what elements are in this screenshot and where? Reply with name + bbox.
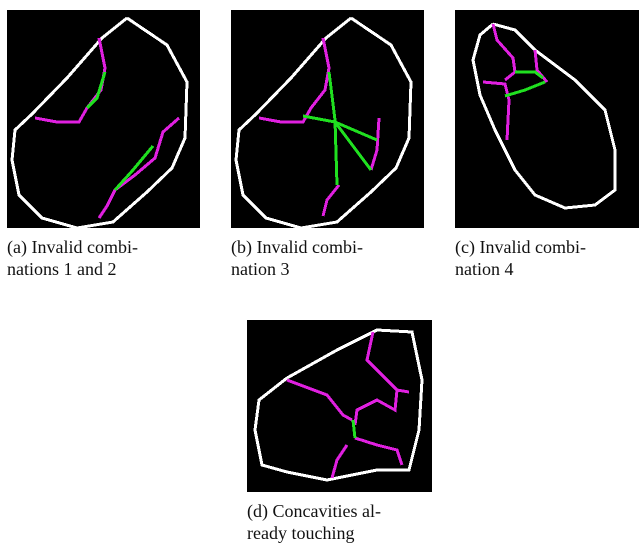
contour-line xyxy=(505,82,545,96)
contour-line xyxy=(353,420,355,438)
caption-line: nation 4 xyxy=(455,258,586,280)
subfigure-image xyxy=(7,10,200,228)
contour-line xyxy=(473,24,615,208)
contour-line xyxy=(259,38,329,122)
contour-line xyxy=(329,72,337,185)
caption-line: (c) Invalid combi- xyxy=(455,236,586,258)
caption: (a) Invalid combi- nations 1 and 2 xyxy=(7,236,138,280)
contour-line xyxy=(493,24,515,80)
subfigure-image xyxy=(247,320,432,492)
subfigure-image xyxy=(455,10,639,228)
contour-line xyxy=(287,380,352,420)
contour-line xyxy=(397,390,409,392)
caption-line: ready touching xyxy=(247,522,381,544)
contour-line xyxy=(115,146,153,190)
contour-line xyxy=(332,445,347,478)
caption: (b) Invalid combi- nation 3 xyxy=(231,236,363,280)
caption-line: (b) Invalid combi- xyxy=(231,236,363,258)
contour-line xyxy=(35,38,105,122)
caption-line: (d) Concavities al- xyxy=(247,500,381,522)
caption: (d) Concavities al- ready touching xyxy=(247,500,381,544)
contour-line xyxy=(355,332,397,425)
caption: (c) Invalid combi- nation 4 xyxy=(455,236,586,280)
caption-line: (a) Invalid combi- xyxy=(7,236,138,258)
contour-line xyxy=(99,118,179,218)
contour-line xyxy=(355,438,402,465)
caption-line: nations 1 and 2 xyxy=(7,258,138,280)
contour-line xyxy=(236,18,411,228)
subfigure-image xyxy=(231,10,424,228)
figure: (a) Invalid combi- nations 1 and 2 (b) I… xyxy=(0,0,639,547)
caption-line: nation 3 xyxy=(231,258,363,280)
contour-line xyxy=(371,118,379,170)
contour-line xyxy=(12,18,187,228)
contour-line xyxy=(323,185,339,216)
